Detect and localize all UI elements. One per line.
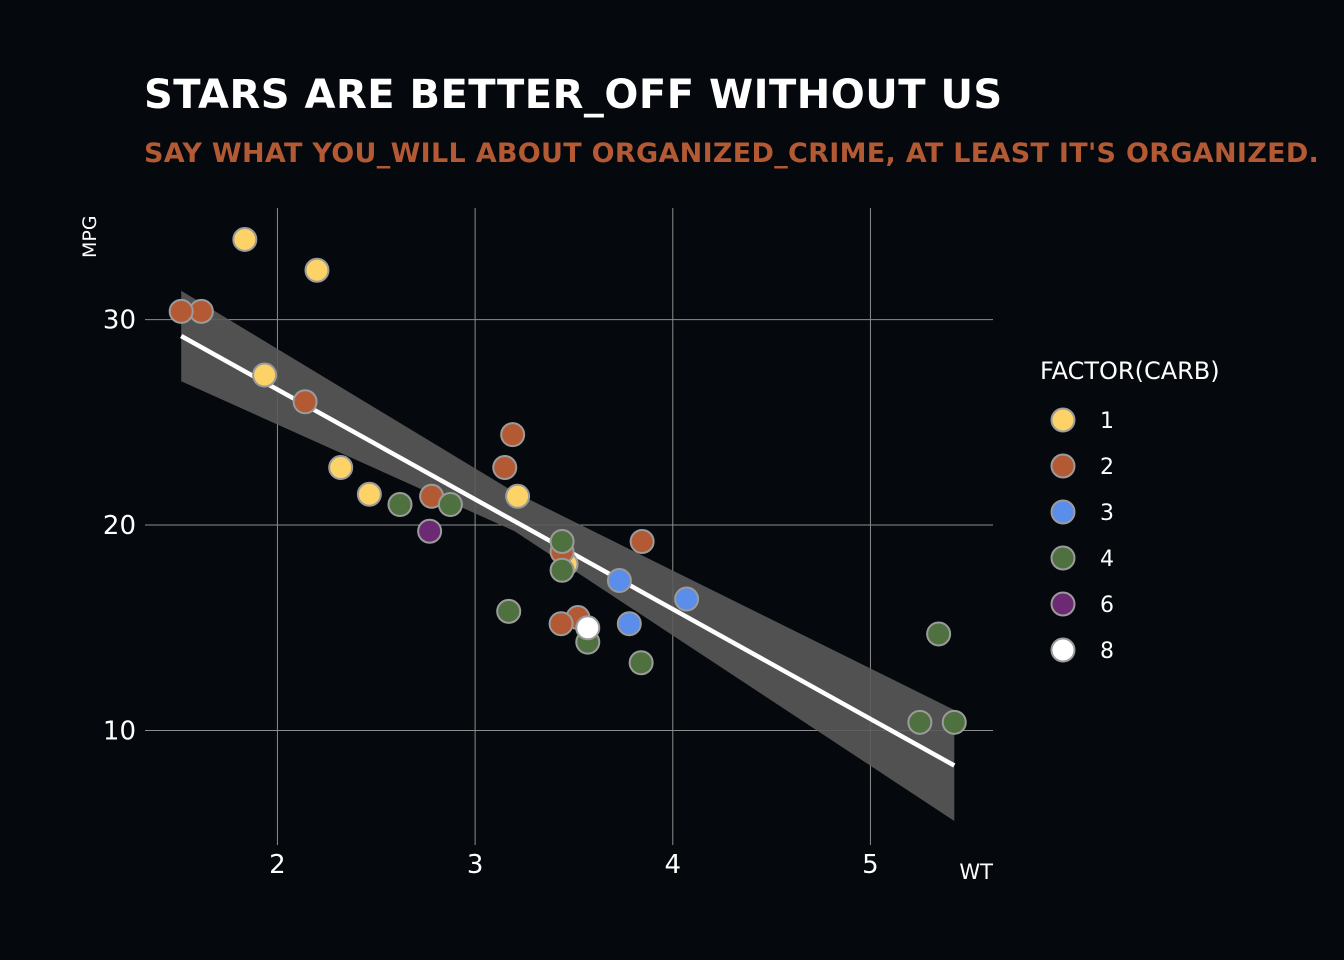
chart-subtitle: SAY WHAT YOU_WILL ABOUT ORGANIZED_CRIME,… [144, 138, 1320, 169]
data-point-carb-1 [505, 483, 531, 509]
data-point-carb-6 [417, 518, 443, 544]
legend-swatch [1050, 499, 1076, 525]
data-point-carb-4 [496, 598, 522, 624]
legend-label: 4 [1100, 547, 1114, 572]
x-tick-label: 4 [665, 850, 682, 880]
data-point-carb-1 [356, 481, 382, 507]
data-point-carb-2 [292, 389, 318, 415]
data-point-carb-3 [606, 568, 632, 594]
y-tick-labels: 10 20 30 [103, 306, 136, 747]
data-point-carb-4 [437, 492, 463, 518]
x-tick-label: 3 [467, 850, 484, 880]
data-point-carb-1 [252, 362, 278, 388]
legend: FACTOR(CARB) 1 2 3 4 6 8 [1040, 357, 1220, 664]
y-axis-label: MPG [79, 215, 101, 258]
legend-swatch [1050, 545, 1076, 571]
legend-label: 3 [1100, 501, 1114, 526]
chart-title: STARS ARE BETTER_OFF WITHOUT US [144, 72, 1003, 118]
data-point-carb-3 [616, 611, 642, 637]
legend-label: 2 [1100, 455, 1114, 480]
data-point-carb-1 [232, 226, 258, 252]
data-point-carb-2 [168, 298, 194, 324]
data-point-carb-2 [492, 455, 518, 481]
data-points [168, 226, 967, 735]
legend-title: FACTOR(CARB) [1040, 357, 1220, 385]
legend-swatch [1050, 453, 1076, 479]
data-point-carb-1 [304, 257, 330, 283]
y-tick-label: 20 [103, 511, 136, 541]
data-point-carb-4 [628, 650, 654, 676]
data-point-carb-2 [500, 422, 526, 448]
data-point-carb-4 [549, 529, 575, 555]
legend-swatch [1050, 637, 1076, 663]
legend-swatch [1050, 591, 1076, 617]
x-tick-label: 5 [862, 850, 879, 880]
data-point-carb-4 [549, 557, 575, 583]
legend-label: 1 [1100, 409, 1114, 434]
data-point-carb-4 [907, 709, 933, 735]
y-tick-label: 30 [103, 306, 136, 336]
legend-items: 1 2 3 4 6 8 [1050, 407, 1114, 664]
legend-label: 8 [1100, 639, 1114, 664]
data-point-carb-2 [629, 529, 655, 555]
data-point-carb-8 [575, 615, 601, 641]
y-tick-label: 10 [103, 717, 136, 747]
x-tick-labels: 2 3 4 5 [269, 850, 879, 880]
data-point-carb-4 [387, 492, 413, 518]
data-point-carb-3 [674, 586, 700, 612]
data-point-carb-2 [548, 611, 574, 637]
legend-label: 6 [1100, 593, 1114, 618]
x-tick-label: 2 [269, 850, 286, 880]
data-point-carb-4 [941, 709, 967, 735]
data-point-carb-1 [328, 455, 354, 481]
data-point-carb-4 [926, 621, 952, 647]
legend-swatch [1050, 407, 1076, 433]
x-axis-label: WT [959, 860, 993, 884]
